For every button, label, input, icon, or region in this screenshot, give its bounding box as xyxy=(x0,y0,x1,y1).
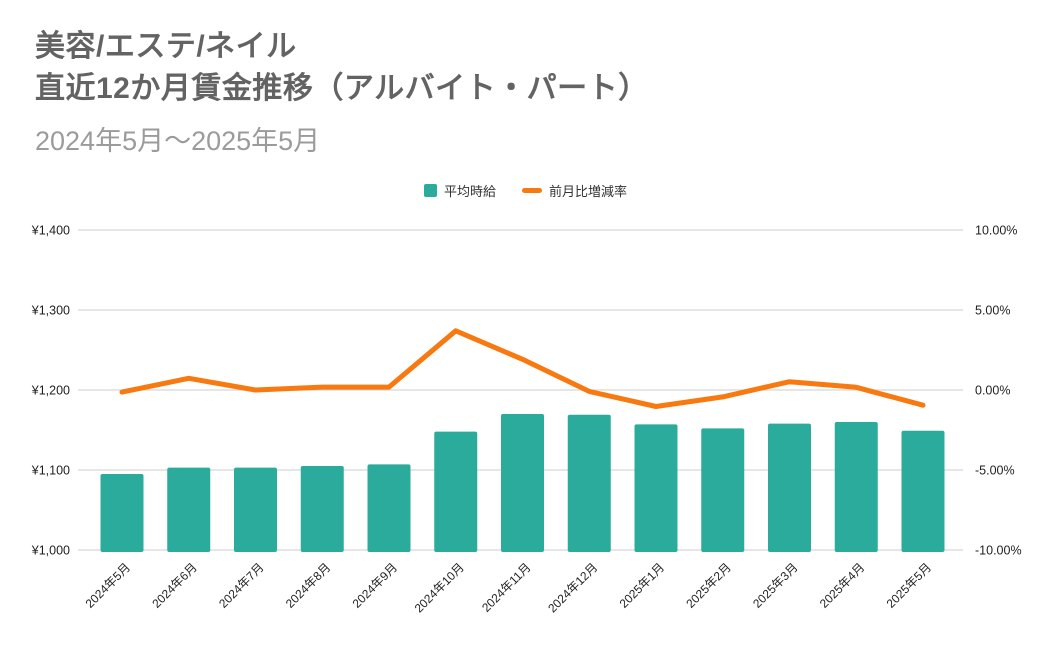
bar-2024年8月[interactable] xyxy=(300,466,344,552)
x-axis-label: 2025年4月 xyxy=(817,560,867,610)
bar-2024年7月[interactable] xyxy=(234,467,277,552)
right-axis-tick-label: -5.00% xyxy=(975,464,1015,478)
line-series-swatch-icon xyxy=(522,188,542,193)
bar-2025年2月[interactable] xyxy=(701,428,745,552)
mom-change-rate-line[interactable] xyxy=(119,328,926,409)
bar-2025年4月[interactable] xyxy=(834,422,878,552)
x-axis-label: 2025年3月 xyxy=(750,560,800,610)
x-axis-label: 2024年9月 xyxy=(350,560,400,610)
x-axis-label: 2025年5月 xyxy=(884,560,934,610)
left-axis-tick-label: ¥1,000 xyxy=(31,544,70,558)
x-axis-label: 2025年1月 xyxy=(617,560,667,610)
left-axis-tick-label: ¥1,100 xyxy=(31,464,70,478)
chart-title-line2: 直近12か月賃金推移（アルバイト・パート） xyxy=(35,72,649,105)
x-axis-label: 2024年7月 xyxy=(216,560,266,610)
legend-label-mom-change-rate: 前月比増減率 xyxy=(549,184,628,199)
bar-2024年5月[interactable] xyxy=(100,474,144,552)
x-axis-label: 2024年5月 xyxy=(83,560,133,610)
bar-2024年11月[interactable] xyxy=(501,414,544,552)
legend-item-average-wage[interactable]: 平均時給 xyxy=(423,181,496,200)
bar-2025年5月[interactable] xyxy=(901,430,945,552)
bar-2025年1月[interactable] xyxy=(634,424,678,552)
x-axis-label: 2025年2月 xyxy=(683,560,733,610)
right-axis-tick-label: 0.00% xyxy=(975,384,1010,398)
left-axis-tick-label: ¥1,400 xyxy=(31,224,70,238)
right-axis-tick-label: 10.00% xyxy=(975,224,1017,238)
bar-2024年12月[interactable] xyxy=(567,414,611,552)
legend-label-average-wage: 平均時給 xyxy=(443,184,496,199)
x-axis-label: 2024年12月 xyxy=(545,560,600,615)
x-axis-label: 2024年6月 xyxy=(149,560,199,610)
bar-series-swatch-icon xyxy=(423,184,437,197)
chart-subtitle: 2024年5月～2025年5月 xyxy=(35,126,321,156)
chart-title-line1: 美容/エステ/ネイル xyxy=(35,30,297,63)
right-axis-tick-label: -10.00% xyxy=(975,544,1022,558)
legend-item-mom-change-rate[interactable]: 前月比増減率 xyxy=(522,181,627,200)
left-axis-tick-label: ¥1,300 xyxy=(31,304,70,318)
bar-2024年9月[interactable] xyxy=(367,464,411,552)
bar-2024年6月[interactable] xyxy=(167,467,211,552)
left-axis-tick-label: ¥1,200 xyxy=(31,384,70,398)
legend: 平均時給 前月比増減率 xyxy=(0,181,1051,200)
bar-2024年10月[interactable] xyxy=(434,431,478,552)
x-axis-label: 2024年10月 xyxy=(412,560,467,615)
right-axis-tick-label: 5.00% xyxy=(975,304,1010,318)
bar-2025年3月[interactable] xyxy=(768,423,811,552)
x-axis-label: 2024年8月 xyxy=(283,560,333,610)
chart-title: 美容/エステ/ネイル 直近12か月賃金推移（アルバイト・パート） xyxy=(35,26,649,110)
x-axis-label: 2024年11月 xyxy=(479,560,534,615)
